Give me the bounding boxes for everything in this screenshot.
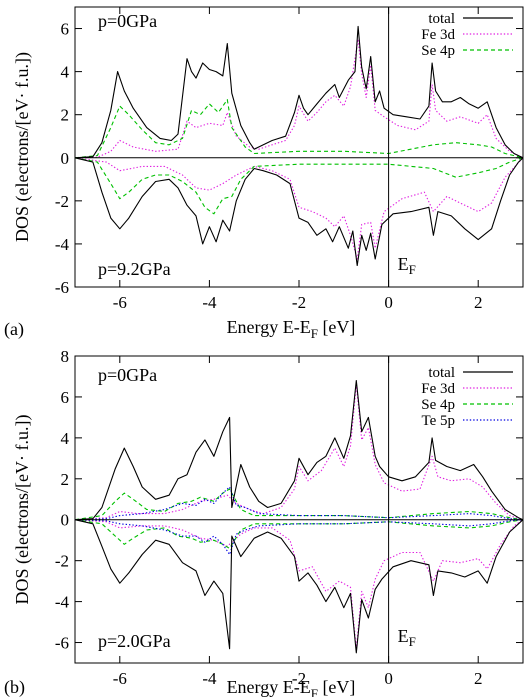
y-tick-label: 6	[61, 20, 70, 39]
x-tick-label: -4	[202, 669, 217, 688]
x-axis-label: Energy E-EF [eV]	[227, 317, 356, 341]
legend-label: total	[428, 365, 455, 381]
x-tick-label: -6	[113, 293, 127, 312]
y-tick-label: 0	[61, 511, 70, 530]
x-tick-label: -6	[113, 669, 127, 688]
annotation-bottom: p=9.2GPa	[98, 259, 171, 279]
panel-label: (a)	[4, 319, 24, 340]
fermi-label-sub: F	[409, 634, 416, 649]
x-tick-label: -2	[292, 669, 306, 688]
plot-frame	[74, 6, 524, 288]
y-tick-label: 4	[61, 429, 70, 448]
legend-label: Te 5p	[421, 413, 455, 429]
series-total-lower	[74, 519, 524, 654]
x-tick-label: -2	[292, 293, 306, 312]
y-tick-label: 2	[61, 106, 70, 125]
fermi-label: EF	[398, 626, 416, 649]
series-se-4p-upper	[74, 99, 524, 159]
annotation-bottom: p=2.0GPa	[98, 631, 171, 651]
series-se-4p-upper	[74, 488, 524, 521]
x-tick-label: 2	[474, 293, 483, 312]
series-fe-3d-lower	[74, 519, 524, 650]
series-se-4p-lower	[74, 157, 524, 215]
series-layer	[74, 380, 524, 654]
panel-b: -6 -4 -2 0 2 -6 -4 -2 0 2 4 6 8 DOS (electrons/[eV· …	[4, 347, 524, 697]
y-tick-label: -6	[55, 278, 69, 297]
panel-label: (b)	[4, 677, 25, 697]
series-fe-3d-lower	[74, 157, 524, 260]
series-fe-3d-upper	[74, 384, 524, 521]
series-te-5p-lower	[74, 519, 524, 556]
y-tick-label: -2	[55, 552, 69, 571]
series-layer	[74, 25, 524, 267]
series-total-lower	[74, 157, 524, 267]
y-tick-label: 0	[61, 149, 70, 168]
x-axis-label-unit: [eV]	[318, 317, 355, 337]
tick-layer: -6 -4 -2 0 2 -6 -4 -2 0 2 4 6 8	[55, 347, 523, 688]
plot-frame	[74, 355, 524, 664]
annotation-top: p=0GPa	[98, 11, 157, 31]
y-tick-label: -2	[55, 192, 69, 211]
panel-a: -6 -4 -2 0 2 -6 -4 -2 0 2 4 6 DOS (electrons/[eV· f…	[4, 6, 524, 341]
y-tick-label: -4	[55, 235, 70, 254]
y-tick-label: 6	[61, 388, 70, 407]
x-axis-label-main: Energy E-E	[227, 677, 311, 697]
y-tick-label: 4	[61, 63, 70, 82]
y-tick-label: 8	[61, 347, 70, 366]
x-tick-label: -4	[202, 293, 217, 312]
x-axis-label-unit: [eV]	[318, 677, 355, 697]
legend-label: Se 4p	[421, 397, 455, 413]
legend-label: total	[428, 11, 455, 27]
series-te-5p-upper	[74, 486, 524, 521]
x-tick-label: 2	[474, 669, 483, 688]
fermi-label-sub: F	[409, 262, 416, 277]
x-axis-label-sub: F	[311, 326, 318, 341]
y-tick-label: 2	[61, 470, 70, 489]
annotation-top: p=0GPa	[98, 365, 157, 385]
x-axis-label-sub: F	[311, 686, 318, 697]
fermi-label: EF	[398, 254, 416, 277]
series-se-4p-lower	[74, 519, 524, 549]
x-axis-label: Energy E-EF [eV]	[227, 677, 356, 697]
y-tick-label: -6	[55, 634, 69, 653]
fermi-label-main: E	[398, 254, 409, 274]
series-fe-3d-upper	[74, 38, 524, 159]
y-axis-label: DOS (electrons/[eV· f.u.])	[12, 52, 33, 242]
legend-label: Se 4p	[421, 43, 455, 59]
fermi-label-main: E	[398, 626, 409, 646]
x-tick-label: 0	[384, 293, 393, 312]
series-total-upper	[74, 25, 524, 159]
y-axis-label: DOS (electrons/[eV· f.u.])	[12, 415, 33, 605]
legend-label: Fe 3d	[421, 27, 455, 43]
legend-label: Fe 3d	[421, 381, 455, 397]
x-axis-label-main: Energy E-E	[227, 317, 311, 337]
x-tick-label: 0	[384, 669, 393, 688]
y-tick-label: -4	[55, 593, 70, 612]
series-total-upper	[74, 380, 524, 521]
